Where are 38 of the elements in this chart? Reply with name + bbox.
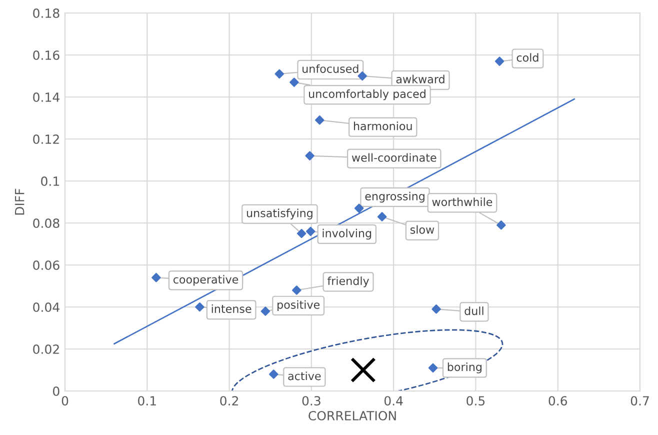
x-axis-title: CORRELATION — [308, 410, 396, 420]
annotation: well-coordinate — [352, 153, 436, 162]
x-tick-label: 0 — [62, 396, 68, 406]
y-tick-label: 0.02 — [33, 344, 59, 354]
y-tick-label: 0.18 — [33, 8, 60, 18]
y-tick-label: 0.04 — [33, 302, 60, 312]
annotation: unsatisfying — [246, 208, 312, 220]
annotation: awkward — [396, 74, 444, 84]
annotation: uncomfortably paced — [309, 89, 426, 100]
y-tick-label: 0.06 — [33, 260, 60, 270]
annotation: positive — [278, 300, 320, 312]
y-tick-label: 0.1 — [41, 176, 59, 186]
x-tick-label: 0.3 — [302, 396, 320, 406]
annotation: cold — [516, 53, 538, 62]
annotation: worthwhile — [432, 198, 492, 206]
x-tick-label: 0.2 — [220, 396, 238, 406]
y-tick-label: 0.08 — [33, 218, 60, 228]
annotation: dull — [464, 306, 484, 316]
annotation: involving — [322, 228, 372, 240]
x-tick-label: 0.7 — [630, 396, 649, 406]
x-tick-label: 0.4 — [384, 396, 403, 406]
annotation: friendly — [327, 276, 370, 288]
x-tick-label: 0.5 — [466, 396, 485, 406]
annotation: cooperative — [173, 275, 238, 286]
annotation: unfocused — [302, 64, 358, 73]
annotation: slow — [410, 225, 434, 234]
y-tick-label: 0.12 — [33, 134, 59, 144]
annotation: active — [288, 372, 321, 380]
y-tick-label: 0 — [53, 386, 60, 396]
x-tick-label: 0.1 — [138, 396, 156, 406]
annotation: boring — [448, 362, 482, 374]
y-tick-label: 0.16 — [33, 50, 60, 60]
annotation: engrossing — [365, 192, 424, 203]
annotation: harmoniou — [354, 122, 412, 130]
annotation: intense — [212, 304, 252, 313]
y-axis-title: DIFF — [15, 188, 24, 215]
x-tick-label: 0.6 — [548, 396, 568, 406]
y-tick-label: 0.14 — [33, 92, 60, 102]
